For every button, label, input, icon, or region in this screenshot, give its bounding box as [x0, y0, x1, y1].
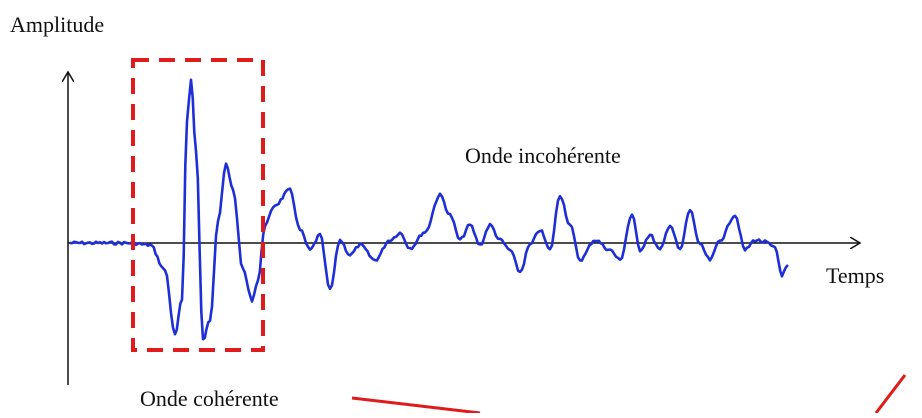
red-stroke [874, 374, 907, 414]
red-stroke [351, 396, 481, 415]
x-axis-label: Temps [826, 263, 884, 288]
coherent-label: Onde cohérente [140, 386, 279, 411]
waveform [69, 78, 789, 341]
y-axis-label: Amplitude [10, 12, 104, 37]
incoherent-label: Onde incohérente [465, 143, 621, 168]
coherent-box [131, 58, 265, 352]
